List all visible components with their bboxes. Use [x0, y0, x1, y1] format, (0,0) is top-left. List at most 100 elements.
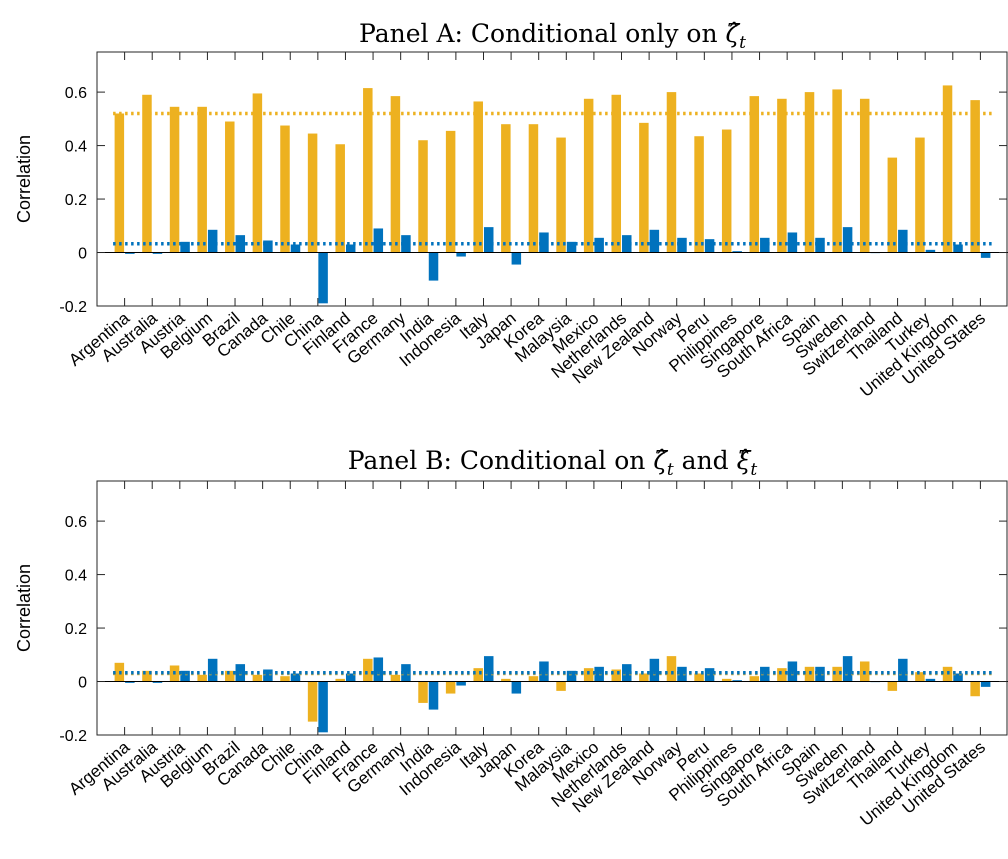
bar	[363, 658, 373, 682]
bar	[887, 157, 898, 253]
bar	[749, 676, 760, 682]
bar	[777, 98, 787, 253]
bar	[318, 252, 328, 304]
bar	[832, 89, 842, 253]
chart-title-text: and	[674, 446, 737, 475]
bar	[501, 678, 511, 682]
bar	[915, 672, 925, 682]
y-tick-label: 0.2	[65, 621, 87, 638]
bar	[318, 681, 328, 733]
bar	[263, 669, 273, 682]
y-tick-label: -0.2	[59, 728, 87, 745]
bar	[125, 681, 135, 683]
bar	[401, 664, 411, 682]
bar	[373, 228, 384, 253]
bar	[649, 658, 660, 682]
bar	[528, 676, 539, 682]
bar	[428, 252, 439, 281]
bar	[483, 656, 494, 682]
bar	[445, 681, 456, 694]
chart-panel-a: Panel A: Conditional only on ζ̂t -0.2 0 0.2…	[14, 19, 1008, 401]
bar	[721, 678, 732, 682]
bar	[473, 101, 483, 253]
bar	[528, 124, 539, 253]
y-tick-label: 0.4	[65, 139, 87, 156]
bar	[832, 666, 842, 682]
bar	[666, 656, 677, 682]
bar	[180, 241, 190, 253]
bar	[815, 237, 825, 253]
chart-title: Panel B: Conditional on ζ̂t and ξ̂t	[348, 446, 758, 480]
bar	[483, 227, 494, 253]
bar	[694, 136, 704, 253]
bar	[428, 681, 439, 710]
bar	[732, 680, 742, 682]
bar	[335, 144, 345, 253]
bar	[307, 133, 318, 253]
bar	[456, 681, 466, 686]
bar	[556, 681, 566, 691]
bar	[953, 244, 963, 253]
bar	[925, 678, 936, 682]
y-tick-label: 0.6	[65, 85, 87, 102]
bar	[639, 673, 649, 682]
bar	[842, 656, 853, 682]
chart-title: Panel A: Conditional only on ζ̂t	[359, 19, 746, 53]
bar	[622, 664, 632, 682]
bar	[345, 244, 356, 253]
bar	[649, 229, 660, 253]
bar	[887, 681, 898, 691]
bars	[114, 85, 991, 304]
bar	[280, 676, 290, 682]
bar	[197, 106, 207, 253]
bar	[445, 130, 456, 253]
bar	[180, 670, 190, 682]
bar	[639, 122, 649, 253]
bar	[622, 235, 632, 253]
bar	[125, 252, 135, 254]
bar	[980, 681, 991, 687]
bar	[152, 681, 163, 683]
bar	[418, 681, 428, 703]
bar	[418, 140, 428, 253]
chart-title-subscript: t	[739, 33, 746, 53]
bar	[169, 106, 180, 253]
bar	[152, 252, 163, 254]
bar	[263, 240, 273, 253]
bar	[666, 92, 677, 253]
bar	[749, 96, 760, 253]
bar	[539, 661, 549, 682]
y-tick-label: 0	[78, 675, 87, 692]
axes-box	[96, 480, 1008, 736]
bar	[280, 125, 290, 253]
bar	[694, 673, 704, 682]
bar	[942, 85, 953, 253]
bar	[566, 670, 577, 682]
bar	[842, 227, 853, 253]
chart-panel-b: Panel B: Conditional on ζ̂t and ξ̂t -0.2 0…	[14, 446, 1008, 830]
bar	[556, 137, 566, 253]
bar	[760, 666, 770, 682]
chart-title-subscript: t	[750, 460, 757, 480]
bar	[611, 669, 622, 682]
bar	[345, 673, 356, 682]
bar	[252, 674, 263, 682]
bar	[583, 98, 594, 253]
bar	[704, 239, 715, 253]
bar	[307, 681, 318, 722]
bar	[721, 129, 732, 253]
bar	[815, 666, 825, 682]
chart-title-subscript: t	[667, 460, 674, 480]
bar	[925, 249, 936, 253]
bar	[401, 235, 411, 253]
y-tick-label: -0.2	[59, 299, 87, 316]
y-tick-label: 0.4	[65, 568, 87, 585]
bar	[252, 93, 263, 253]
bar	[225, 670, 235, 682]
bar	[953, 673, 963, 682]
bar	[363, 88, 373, 253]
bar	[732, 251, 742, 253]
bar	[335, 678, 345, 682]
bar	[677, 237, 687, 253]
